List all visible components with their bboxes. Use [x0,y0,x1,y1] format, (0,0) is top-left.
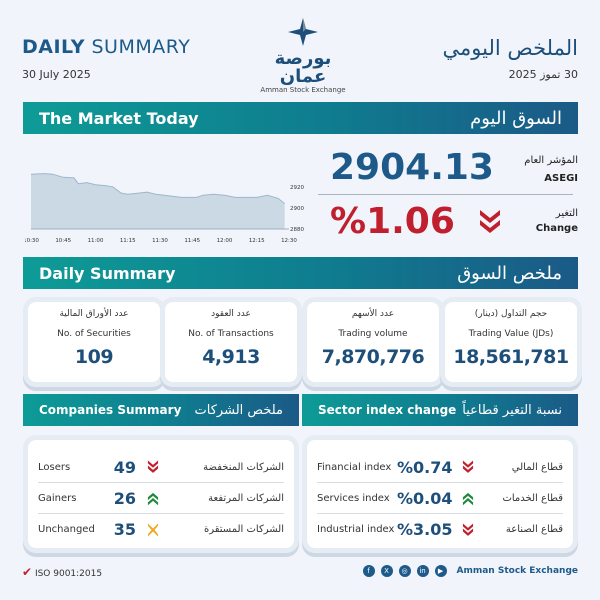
org-name: Amman Stock Exchange [456,566,578,576]
chevron-double-down-icon [462,522,474,536]
title-ar: الملخص اليومي [442,36,578,60]
youtube-icon[interactable]: ▶ [434,565,447,577]
index-label-ar: المؤشر العام [524,155,578,166]
companies-panel: Losers 49 الشركات المنخفضة Gainers 26 ال… [28,440,294,548]
y-tick-label: 2880 [290,227,304,233]
summary-row: Services index %0.04 قطاع الخدمات [317,483,563,514]
x-tick-label: 12:30 [281,238,297,244]
stat-card: عدد الأسهم Trading volume 7,870,776 [307,302,439,382]
x-tick-label: 11:00 [88,238,104,244]
x-tick-label: 11:30 [152,238,168,244]
date-en: 30 July 2025 [22,68,91,81]
x-tick-label: 12:15 [249,238,265,244]
footer-social: f X ◎ in ▶ Amman Stock Exchange [362,565,578,577]
summary-row: Losers 49 الشركات المنخفضة [38,452,284,483]
divider [318,194,573,195]
x-tick-label: 10:30 [25,238,39,244]
chevron-double-up-icon [147,492,159,506]
stat-card: حجم التداول (دينار) Trading Value (JDs) … [445,302,577,382]
sectors-panel: Financial index %0.74 قطاع المالي Servic… [307,440,573,548]
chevron-double-down-icon [147,460,159,473]
unchanged-icon [147,522,159,537]
y-tick-label: 2920 [290,185,304,191]
iso-badge: ✔ ISO 9001:2015 [22,565,103,579]
chevron-double-up-icon [462,492,474,506]
instagram-icon[interactable]: ◎ [398,565,411,577]
index-line [30,173,286,205]
daily-summary-band: Daily Summary ملخص السوق [23,257,578,289]
change-label-ar: التغير [555,208,578,219]
change-value: %1.06 [330,201,455,242]
summary-row: Industrial index %3.05 قطاع الصناعة [317,520,563,539]
x-tick-label: 11:45 [184,238,200,244]
x-tick-label: 10:45 [55,238,71,244]
area-fill [31,173,285,229]
title-en: DAILY SUMMARY [22,36,191,58]
stat-card: عدد العقود No. of Transactions 4,913 [165,302,297,382]
chevron-down-icon [480,210,500,233]
ase-logo: بورصة عمان Amman Stock Exchange [258,18,348,94]
x-tick-label: 11:15 [120,238,136,244]
index-chart: 10:30 10:45 11:00 11:15 11:30 11:45 12:00 12:15… [25,173,304,244]
summary-row: Financial index %0.74 قطاع المالي [317,452,563,483]
companies-band: Companies Summary ملخص الشركات [23,394,299,426]
facebook-icon[interactable]: f [362,565,375,577]
chevron-double-down-icon [462,460,474,473]
summary-row: Unchanged 35 الشركات المستقرة [38,520,284,539]
index-label: ASEGI [544,173,578,184]
change-label: Change [535,223,578,234]
market-today-band: The Market Today السوق اليوم [23,102,578,134]
y-tick-label: 2900 [290,206,304,212]
x-icon[interactable]: X [380,565,393,577]
star-logo-icon [288,18,318,46]
sectors-band: Sector index change نسبة التغير قطاعياً [302,394,578,426]
stat-card: عدد الأوراق المالية No. of Securities 10… [28,302,160,382]
index-value: 2904.13 [330,147,494,188]
check-icon: ✔ [22,565,33,579]
linkedin-icon[interactable]: in [416,565,429,577]
x-tick-label: 12:00 [217,238,233,244]
summary-row: Gainers 26 الشركات المرتفعة [38,483,284,514]
date-ar: 30 تموز 2025 [508,68,578,81]
